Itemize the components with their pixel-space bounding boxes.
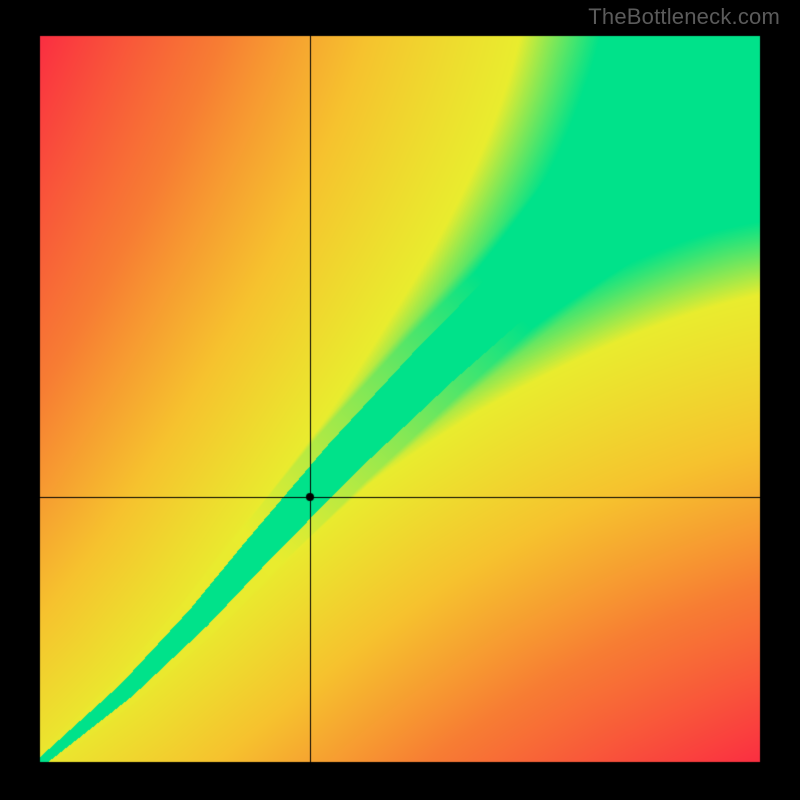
watermark-text: TheBottleneck.com [588,4,780,30]
chart-container: TheBottleneck.com [0,0,800,800]
heatmap-canvas [0,0,800,800]
